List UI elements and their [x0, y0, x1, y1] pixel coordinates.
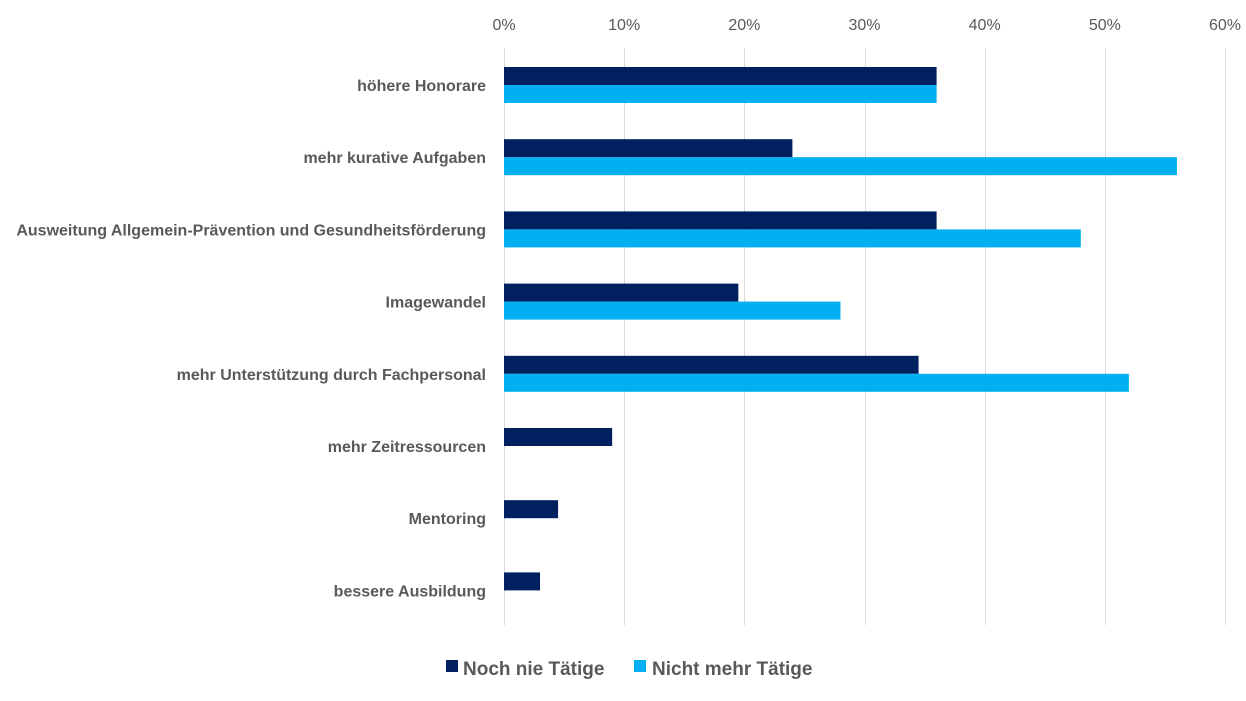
category-label: Imagewandel [386, 295, 486, 312]
x-tick-label: 50% [1089, 17, 1121, 34]
bar-noch-nie-taetige [504, 355, 919, 374]
legend-label: Noch nie Tätige [463, 659, 604, 680]
x-tick-label: 20% [728, 17, 760, 34]
category-label: höhere Honorare [357, 78, 486, 95]
legend: Noch nie Tätige Nicht mehr Tätige [446, 659, 812, 680]
bar-noch-nie-taetige [504, 283, 739, 302]
category-label: bessere Ausbildung [334, 583, 486, 600]
x-tick-label: 40% [969, 17, 1001, 34]
x-tick-label: 0% [492, 17, 515, 34]
legend-swatch [634, 660, 646, 672]
x-tick-label: 60% [1209, 17, 1241, 34]
legend-label: Nicht mehr Tätige [652, 659, 812, 680]
category-label: mehr kurative Aufgaben [303, 150, 486, 167]
bar-noch-nie-taetige [504, 139, 793, 158]
x-tick-label: 30% [848, 17, 880, 34]
bar-nicht-mehr-taetige [504, 373, 1129, 392]
bar-nicht-mehr-taetige [504, 157, 1177, 176]
x-tick-label: 10% [608, 17, 640, 34]
category-label: mehr Zeitressourcen [328, 439, 486, 456]
category-labels: höhere Honorare mehr kurative Aufgaben Aus… [16, 78, 486, 600]
bar-noch-nie-taetige [504, 211, 937, 230]
category-label: mehr Unterstützung durch Fachpersonal [177, 367, 486, 384]
bar-noch-nie-taetige [504, 67, 937, 85]
bar-nicht-mehr-taetige [504, 229, 1081, 248]
x-axis-tick-labels: 0% 10% 20% 30% 40% 50% 60% [492, 17, 1241, 34]
bar-noch-nie-taetige [504, 428, 613, 446]
bar-nicht-mehr-taetige [504, 85, 937, 103]
bar-noch-nie-taetige [504, 500, 559, 519]
bar-noch-nie-taetige [504, 572, 541, 591]
category-label: Ausweitung Allgemein-Prävention und Gesu… [16, 222, 486, 239]
category-label: Mentoring [409, 511, 486, 528]
legend-swatch [446, 660, 458, 672]
bars [504, 67, 1177, 591]
gridlines [504, 48, 1226, 625]
bar-nicht-mehr-taetige [504, 301, 841, 320]
